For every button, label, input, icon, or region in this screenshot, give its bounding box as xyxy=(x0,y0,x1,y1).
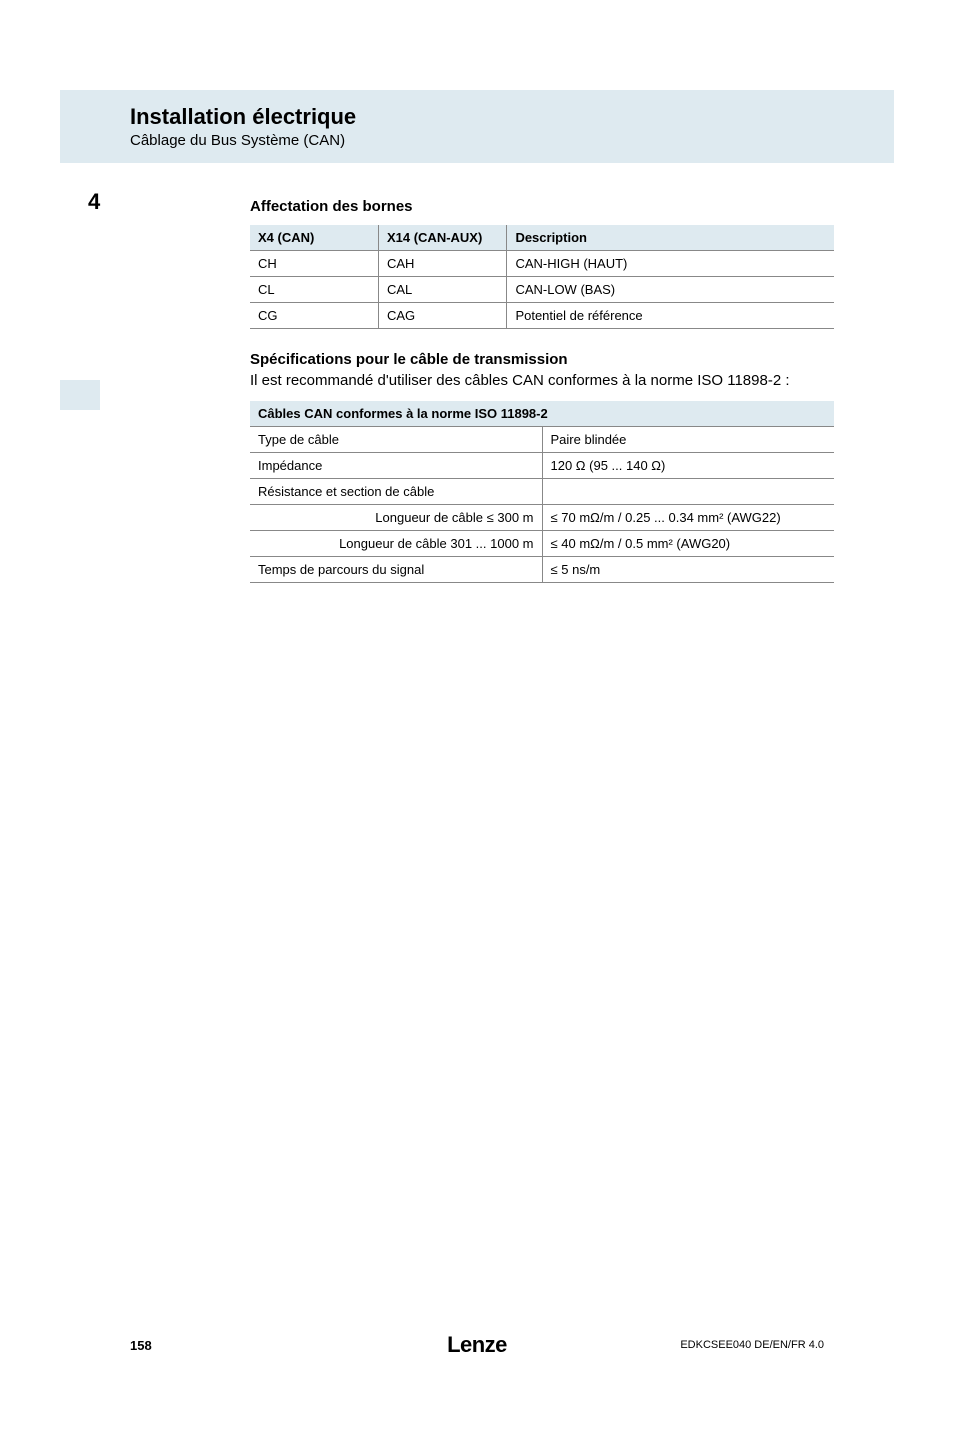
cell: Potentiel de référence xyxy=(507,303,834,329)
page-subtitle: Câblage du Bus Système (CAN) xyxy=(130,132,894,149)
table-row: Impédance 120 Ω (95 ... 140 Ω) xyxy=(250,453,834,479)
table-row: Résistance et section de câble xyxy=(250,479,834,505)
page-number: 158 xyxy=(130,1338,152,1353)
table-row: Type de câble Paire blindée xyxy=(250,427,834,453)
cell: Impédance xyxy=(250,453,542,479)
table-header-row: X4 (CAN) X14 (CAN-AUX) Description xyxy=(250,225,834,251)
sidebar-tab xyxy=(60,380,100,410)
cell xyxy=(542,479,834,505)
cell: CL xyxy=(250,277,378,303)
cell: ≤ 5 ns/m xyxy=(542,557,834,583)
cell: CAG xyxy=(378,303,506,329)
table-row: CH CAH CAN-HIGH (HAUT) xyxy=(250,251,834,277)
terminals-table: X4 (CAN) X14 (CAN-AUX) Description CH CA… xyxy=(250,225,834,329)
cell: 120 Ω (95 ... 140 Ω) xyxy=(542,453,834,479)
terminals-heading: Affectation des bornes xyxy=(250,198,834,215)
cell: Longueur de câble 301 ... 1000 m xyxy=(250,531,542,557)
spec-heading: Spécifications pour le câble de transmis… xyxy=(250,351,834,368)
table-row: Longueur de câble 301 ... 1000 m ≤ 40 mΩ… xyxy=(250,531,834,557)
table-header-row: Câbles CAN conformes à la norme ISO 1189… xyxy=(250,401,834,427)
cell: Résistance et section de câble xyxy=(250,479,542,505)
table-row: CG CAG Potentiel de référence xyxy=(250,303,834,329)
table-row: CL CAL CAN-LOW (BAS) xyxy=(250,277,834,303)
spec-table-title: Câbles CAN conformes à la norme ISO 1189… xyxy=(250,401,834,427)
col-header: Description xyxy=(507,225,834,251)
table-row: Longueur de câble ≤ 300 m ≤ 70 mΩ/m / 0.… xyxy=(250,505,834,531)
cell: CAN-LOW (BAS) xyxy=(507,277,834,303)
content-area: Affectation des bornes X4 (CAN) X14 (CAN… xyxy=(250,198,834,583)
page-title: Installation électrique xyxy=(130,104,894,130)
cell: CAN-HIGH (HAUT) xyxy=(507,251,834,277)
col-header: X14 (CAN-AUX) xyxy=(378,225,506,251)
cell: ≤ 70 mΩ/m / 0.25 ... 0.34 mm² (AWG22) xyxy=(542,505,834,531)
cell: ≤ 40 mΩ/m / 0.5 mm² (AWG20) xyxy=(542,531,834,557)
brand-logo: Lenze xyxy=(447,1332,507,1358)
cell: CG xyxy=(250,303,378,329)
col-header: X4 (CAN) xyxy=(250,225,378,251)
section-number: 4 xyxy=(88,189,100,215)
cell: CAL xyxy=(378,277,506,303)
doc-id: EDKCSEE040 DE/EN/FR 4.0 xyxy=(680,1339,824,1351)
cell: Paire blindée xyxy=(542,427,834,453)
cell: Type de câble xyxy=(250,427,542,453)
header-bar: Installation électrique Câblage du Bus S… xyxy=(60,90,894,163)
table-row: Temps de parcours du signal ≤ 5 ns/m xyxy=(250,557,834,583)
cell: Longueur de câble ≤ 300 m xyxy=(250,505,542,531)
spec-table: Câbles CAN conformes à la norme ISO 1189… xyxy=(250,401,834,583)
cell: Temps de parcours du signal xyxy=(250,557,542,583)
cell: CH xyxy=(250,251,378,277)
spec-body: Il est recommandé d'utiliser des câbles … xyxy=(250,372,834,389)
cell: CAH xyxy=(378,251,506,277)
